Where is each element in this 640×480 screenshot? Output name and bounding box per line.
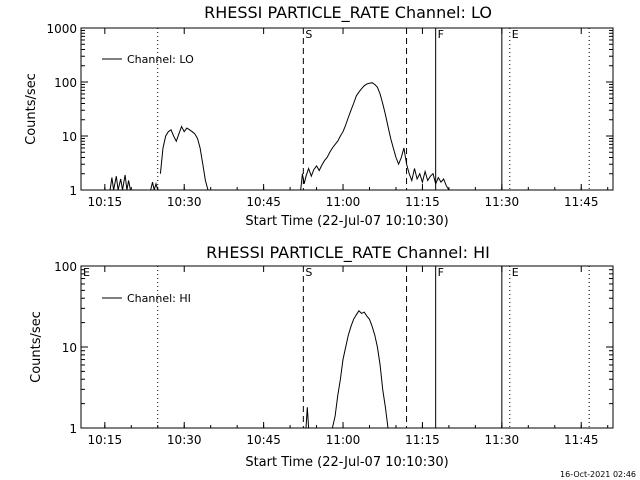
marker-label: S	[305, 266, 312, 279]
chart-panel-lo: RHESSI PARTICLE_RATE Channel: LO Counts/…	[24, 3, 614, 229]
series-line	[305, 407, 310, 429]
legend-label: Channel: HI	[127, 292, 191, 305]
x-tick-label: 11:00	[326, 433, 361, 447]
x-tick-label: 11:30	[485, 195, 520, 209]
x-tick-label: 11:15	[405, 195, 440, 209]
marker-label: E	[512, 266, 519, 279]
x-tick-label: 11:00	[326, 195, 361, 209]
y-tick-label: 1	[69, 422, 77, 436]
plot-frame	[80, 265, 614, 429]
chart-title: RHESSI PARTICLE_RATE Channel: LO	[204, 3, 492, 23]
x-axis-label: Start Time (22-Jul-07 10:10:30)	[245, 214, 448, 229]
x-tick-label: 11:45	[564, 195, 599, 209]
x-tick-label: 11:30	[485, 433, 520, 447]
x-tick-label: 10:15	[88, 433, 123, 447]
y-tick-label: 100	[54, 260, 77, 274]
chart-title: RHESSI PARTICLE_RATE Channel: HI	[206, 243, 490, 263]
generation-timestamp: 16-Oct-2021 02:46	[560, 470, 636, 479]
marker-label: F	[438, 28, 444, 41]
x-tick-label: 10:45	[246, 433, 281, 447]
series-line	[331, 310, 389, 429]
data-series	[305, 310, 389, 429]
series-line	[159, 125, 209, 191]
series-line	[300, 82, 450, 191]
legend-label: Channel: LO	[127, 53, 194, 66]
y-tick-label: 1000	[46, 22, 77, 36]
x-tick-label: 10:30	[167, 195, 202, 209]
y-axis-label: Counts/sec	[24, 73, 39, 145]
marker-label: E	[83, 266, 90, 279]
y-tick-label: 100	[54, 76, 77, 90]
x-tick-label: 11:45	[564, 433, 599, 447]
series-line	[150, 181, 159, 191]
data-series	[109, 82, 450, 191]
axis-ticks: 10:15 10:30 10:45 11:00 11:15 11:30 11:45 1 10 10…	[54, 260, 613, 447]
marker-label: F	[438, 266, 444, 279]
marker-label: E	[512, 28, 519, 41]
y-tick-label: 10	[62, 130, 77, 144]
y-tick-label: 10	[62, 341, 77, 355]
x-tick-label: 11:15	[405, 433, 440, 447]
x-axis-label: Start Time (22-Jul-07 10:10:30)	[245, 455, 448, 470]
y-tick-label: 1	[69, 184, 77, 198]
axis-ticks: 10:15 10:30 10:45 11:00 11:15 11:30 11:45 1 10 10…	[46, 22, 613, 209]
legend: Channel: HI	[102, 292, 191, 305]
chart-panel-hi: RHESSI PARTICLE_RATE Channel: HI Counts/…	[29, 243, 614, 470]
legend: Channel: LO	[102, 53, 194, 66]
plot-frame	[80, 27, 614, 191]
y-axis-label: Counts/sec	[29, 311, 44, 383]
marker-label: S	[305, 28, 312, 41]
x-tick-label: 10:15	[88, 195, 123, 209]
x-tick-label: 10:30	[167, 433, 202, 447]
x-tick-label: 10:45	[246, 195, 281, 209]
series-line	[109, 174, 131, 191]
